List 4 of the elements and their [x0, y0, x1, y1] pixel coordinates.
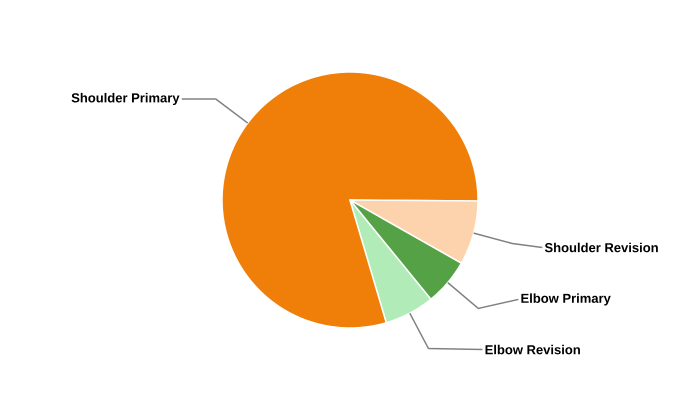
slice-label: Shoulder Revision	[544, 242, 658, 252]
slice-label: Elbow Revision	[486, 344, 580, 354]
slice-label: Elbow Primary	[521, 293, 611, 306]
slice-label: Shoulder Primary	[72, 92, 180, 106]
